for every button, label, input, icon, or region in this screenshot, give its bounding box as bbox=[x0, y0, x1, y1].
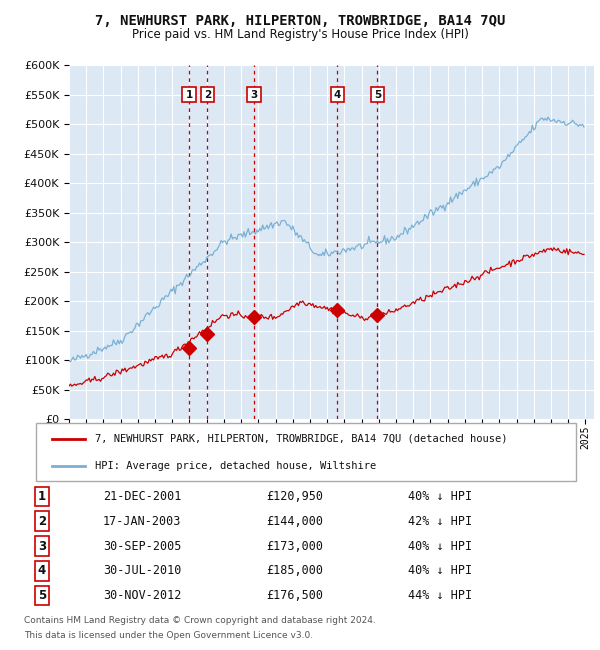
Text: 2: 2 bbox=[204, 90, 211, 99]
Text: 7, NEWHURST PARK, HILPERTON, TROWBRIDGE, BA14 7QU (detached house): 7, NEWHURST PARK, HILPERTON, TROWBRIDGE,… bbox=[95, 434, 508, 444]
Text: £185,000: £185,000 bbox=[266, 564, 323, 577]
Text: £173,000: £173,000 bbox=[266, 540, 323, 552]
Text: 5: 5 bbox=[374, 90, 381, 99]
Text: HPI: Average price, detached house, Wiltshire: HPI: Average price, detached house, Wilt… bbox=[95, 462, 377, 471]
Text: 1: 1 bbox=[185, 90, 193, 99]
Text: 3: 3 bbox=[38, 540, 46, 552]
Text: 2: 2 bbox=[38, 515, 46, 528]
Text: 3: 3 bbox=[250, 90, 257, 99]
Text: 5: 5 bbox=[38, 589, 46, 602]
Text: 30-JUL-2010: 30-JUL-2010 bbox=[103, 564, 181, 577]
Text: 40% ↓ HPI: 40% ↓ HPI bbox=[407, 490, 472, 503]
Text: 40% ↓ HPI: 40% ↓ HPI bbox=[407, 540, 472, 552]
Text: 4: 4 bbox=[334, 90, 341, 99]
Text: 44% ↓ HPI: 44% ↓ HPI bbox=[407, 589, 472, 602]
Text: 4: 4 bbox=[38, 564, 46, 577]
Text: 21-DEC-2001: 21-DEC-2001 bbox=[103, 490, 181, 503]
Text: Price paid vs. HM Land Registry's House Price Index (HPI): Price paid vs. HM Land Registry's House … bbox=[131, 28, 469, 41]
Text: 30-SEP-2005: 30-SEP-2005 bbox=[103, 540, 181, 552]
Text: 7, NEWHURST PARK, HILPERTON, TROWBRIDGE, BA14 7QU: 7, NEWHURST PARK, HILPERTON, TROWBRIDGE,… bbox=[95, 14, 505, 28]
FancyBboxPatch shape bbox=[36, 422, 576, 481]
Text: £176,500: £176,500 bbox=[266, 589, 323, 602]
Text: 42% ↓ HPI: 42% ↓ HPI bbox=[407, 515, 472, 528]
Text: 30-NOV-2012: 30-NOV-2012 bbox=[103, 589, 181, 602]
Text: This data is licensed under the Open Government Licence v3.0.: This data is licensed under the Open Gov… bbox=[24, 630, 313, 640]
Text: Contains HM Land Registry data © Crown copyright and database right 2024.: Contains HM Land Registry data © Crown c… bbox=[24, 616, 376, 625]
Text: 1: 1 bbox=[38, 490, 46, 503]
Text: 40% ↓ HPI: 40% ↓ HPI bbox=[407, 564, 472, 577]
Text: 17-JAN-2003: 17-JAN-2003 bbox=[103, 515, 181, 528]
Text: £144,000: £144,000 bbox=[266, 515, 323, 528]
Text: £120,950: £120,950 bbox=[266, 490, 323, 503]
